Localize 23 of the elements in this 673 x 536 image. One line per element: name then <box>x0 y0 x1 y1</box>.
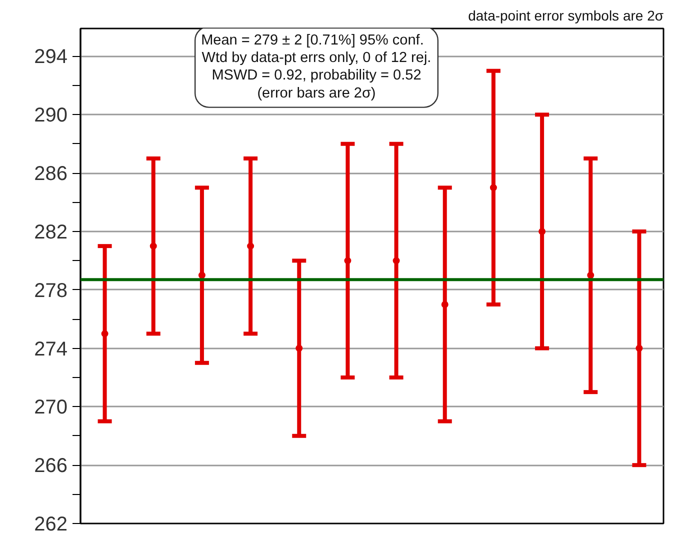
y-tick-label: 294 <box>34 46 68 68</box>
point <box>490 184 497 192</box>
y-tick-label: 286 <box>34 163 68 186</box>
point <box>344 257 352 264</box>
point <box>392 257 400 264</box>
y-tick-label: 266 <box>34 455 68 478</box>
point <box>150 242 157 250</box>
y-tick-label: 278 <box>34 280 68 302</box>
point <box>538 228 546 235</box>
point <box>296 344 303 352</box>
point <box>198 272 206 279</box>
y-tick-label: 274 <box>34 338 68 360</box>
point <box>636 344 643 352</box>
y-tick-label: 262 <box>34 514 68 536</box>
y-tick-label: 282 <box>34 221 68 244</box>
point <box>441 300 448 308</box>
point <box>587 272 594 279</box>
annotation: Mean = 279 ± 2 [0.71%] 95% conf. Wtd by data-pt errs only, 0 of 12 rej. MSWD = 0.92, probability = 0.52 (error bars are 2σ) <box>201 32 432 102</box>
y-tick-label: 270 <box>34 396 68 419</box>
point <box>247 242 254 250</box>
y-tick-label: 290 <box>34 104 68 127</box>
text: data-point error symbols are 2σ <box>468 8 664 24</box>
point <box>101 330 108 338</box>
